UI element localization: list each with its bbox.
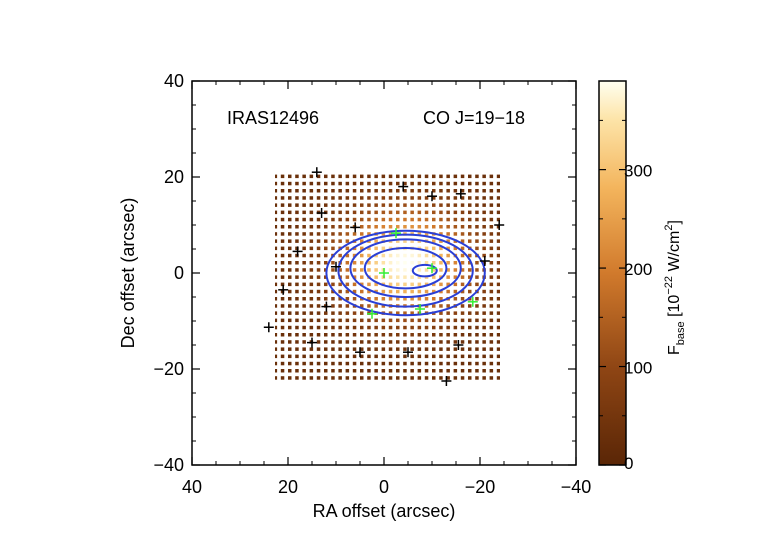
- black-marker-2: [398, 181, 409, 192]
- y-tick-label: 40: [164, 71, 184, 91]
- x-tick-label: 0: [379, 477, 389, 497]
- black-marker-1: [316, 208, 327, 218]
- black-marker-15: [403, 347, 413, 358]
- contour-2: [349, 238, 462, 299]
- y-tick-label: −40: [153, 455, 184, 475]
- black-marker-12: [263, 322, 274, 333]
- y-tick-label: −20: [153, 359, 184, 379]
- black-marker-9: [479, 256, 490, 266]
- x-tick-label: −40: [561, 477, 592, 497]
- black-marker-13: [307, 337, 317, 348]
- y-axis-title: Dec offset (arcsec): [118, 198, 138, 349]
- x-tick-label: −20: [465, 477, 496, 497]
- colorbar-tick-label: 300: [624, 162, 652, 181]
- colorbar-ticks: 0 100 200 300: [599, 119, 652, 473]
- black-marker-4: [455, 188, 466, 199]
- colorbar-tick-label: 200: [624, 260, 652, 279]
- contour-4: [325, 229, 486, 317]
- green-marker-0: [391, 228, 401, 239]
- black-marker-11: [321, 301, 332, 312]
- green-marker-1: [379, 268, 389, 278]
- contour-1: [363, 247, 448, 290]
- colorbar-tick-label: 0: [624, 454, 633, 473]
- pointing-markers: [263, 167, 505, 386]
- contours: [325, 229, 486, 317]
- green-marker-3: [415, 304, 425, 314]
- axis-ticks: 40 20 0 −20 −40 −40 −20 0 20 40: [153, 71, 591, 497]
- line-label: CO J=19−18: [423, 108, 525, 128]
- contour-3: [337, 233, 474, 308]
- black-marker-17: [441, 376, 452, 386]
- green-marker-2: [427, 263, 437, 274]
- x-tick-label: 20: [278, 477, 298, 497]
- black-marker-0: [311, 167, 322, 178]
- black-marker-6: [494, 220, 505, 230]
- black-marker-3: [427, 191, 437, 202]
- black-marker-8: [331, 261, 341, 272]
- heatmap-image: [275, 174, 500, 380]
- green-marker-5: [467, 296, 478, 307]
- black-marker-7: [292, 246, 303, 257]
- source-label: IRAS12496: [227, 108, 319, 128]
- x-tick-label: 40: [182, 477, 202, 497]
- black-marker-5: [350, 222, 361, 233]
- y-tick-label: 20: [164, 167, 184, 187]
- colorbar-title: Fbase [10−22 W/cm2]: [663, 220, 687, 355]
- y-tick-label: 0: [174, 263, 184, 283]
- black-marker-14: [355, 347, 365, 358]
- contour-0: [411, 263, 438, 278]
- black-marker-16: [453, 340, 464, 350]
- black-marker-10: [278, 284, 289, 295]
- green-marker-4: [367, 308, 377, 319]
- x-axis-title: RA offset (arcsec): [313, 501, 456, 521]
- colorbar-tick-label: 100: [624, 359, 652, 378]
- colorbar: [598, 80, 627, 466]
